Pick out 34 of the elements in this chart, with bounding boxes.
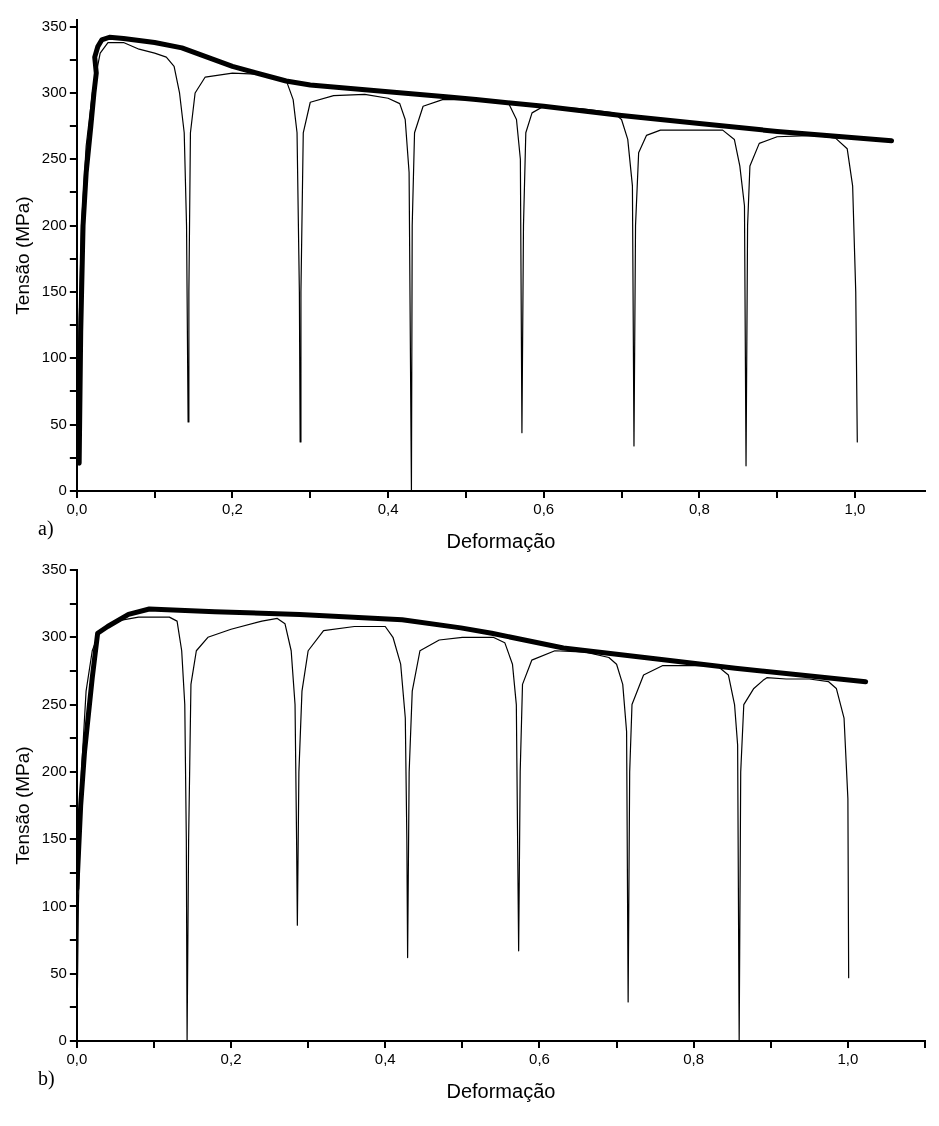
y-tick-label: 200 xyxy=(41,215,67,233)
y-tick-label: 250 xyxy=(41,149,67,167)
y-tick-label: 300 xyxy=(41,627,67,645)
x-axis-title: Deformação xyxy=(446,1079,556,1102)
y-tick-label: 100 xyxy=(41,896,67,914)
y-axis-title: Tensão (MPa) xyxy=(11,746,33,865)
x-tick-label: 0,0 xyxy=(66,500,88,518)
x-tick-label: 0,0 xyxy=(66,1050,88,1068)
x-tick-label: 0,4 xyxy=(374,1050,396,1068)
x-tick-label: 1,0 xyxy=(844,500,866,518)
x-tick-label: 0,8 xyxy=(688,500,710,518)
x-tick-label: 1,0 xyxy=(837,1050,859,1068)
y-axis-title: Tensão (MPa) xyxy=(11,196,33,315)
x-tick-label: 0,2 xyxy=(222,500,243,518)
x-tick-label: 0,8 xyxy=(683,1050,705,1068)
y-tick-label: 350 xyxy=(41,16,67,34)
y-tick-label: 0 xyxy=(58,481,67,499)
x-tick-label: 0,6 xyxy=(529,1050,550,1068)
y-tick-label: 50 xyxy=(50,963,67,981)
x-tick-label: 0,4 xyxy=(377,500,399,518)
y-tick-label: 50 xyxy=(50,414,67,432)
x-tick-label: 0,2 xyxy=(220,1050,242,1068)
x-tick-label: 0,6 xyxy=(533,500,555,518)
y-tick-label: 0 xyxy=(58,1031,67,1049)
y-tick-label: 200 xyxy=(41,762,67,779)
text: a) xyxy=(38,517,54,540)
x-axis-title: Deformação xyxy=(446,529,556,552)
y-tick-label: 350 xyxy=(41,560,67,578)
y-tick-label: 250 xyxy=(41,694,67,712)
y-tick-label: 150 xyxy=(41,829,67,847)
text: b) xyxy=(38,1067,55,1090)
y-tick-label: 150 xyxy=(41,282,67,300)
y-tick-label: 300 xyxy=(41,83,67,101)
y-tick-label: 100 xyxy=(41,348,67,366)
